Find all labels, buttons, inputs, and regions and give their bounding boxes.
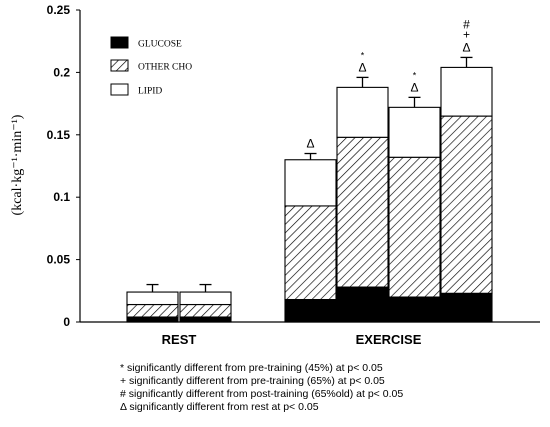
footnotes: * significantly different from pre-train… bbox=[120, 362, 403, 414]
y-axis-label: (kcal·kg⁻¹·min⁻¹) bbox=[10, 114, 25, 215]
bar-other-cho bbox=[179, 303, 232, 318]
footnote: Δ significantly different from rest at p… bbox=[120, 401, 319, 413]
bar-glucose bbox=[388, 296, 441, 323]
annotation-symbol: Δ bbox=[410, 80, 418, 94]
annotation-symbol: # bbox=[463, 17, 470, 31]
footnote: + significantly different from pre-train… bbox=[120, 375, 385, 387]
bar-other-cho bbox=[388, 156, 441, 298]
legend-label: LIPID bbox=[138, 87, 162, 97]
y-tick-label: 0.05 bbox=[47, 253, 71, 267]
y-ticks: 0 0.05 0.1 0.15 0.2 0.25 bbox=[47, 3, 80, 329]
legend-swatch bbox=[110, 59, 129, 72]
annotation-symbol: Δ bbox=[358, 60, 366, 74]
bar-lipid bbox=[179, 291, 232, 306]
bar-glucose bbox=[179, 316, 232, 323]
bar-glucose bbox=[284, 298, 337, 323]
group-labels: REST EXERCISE bbox=[162, 332, 422, 347]
legend: GLUCOSE OTHER CHO LIPID bbox=[110, 36, 192, 97]
legend-swatch bbox=[110, 36, 129, 49]
bar-glucose bbox=[126, 316, 179, 323]
footnote: * significantly different from pre-train… bbox=[120, 362, 383, 374]
y-tick-label: 0.2 bbox=[53, 65, 70, 79]
significance-annotations: ΔΔ*Δ*Δ+# bbox=[306, 17, 470, 150]
legend-swatch bbox=[110, 83, 129, 96]
stacked-bar-chart: 00.050.10.150.20.25 ΔΔ*Δ*Δ+# GLUCOSEOTHE… bbox=[10, 3, 540, 347]
annotation-symbol: + bbox=[463, 27, 470, 41]
y-tick-label: 0 bbox=[63, 315, 70, 329]
bar-other-cho bbox=[126, 303, 179, 318]
bar-other-cho bbox=[440, 115, 493, 294]
bar-lipid bbox=[440, 66, 493, 117]
bar-other-cho bbox=[284, 205, 337, 301]
bar-other-cho bbox=[336, 136, 389, 288]
bar-lipid bbox=[336, 86, 389, 138]
legend-label: GLUCOSE bbox=[138, 40, 182, 50]
bar-lipid bbox=[126, 291, 179, 306]
bar-lipid bbox=[284, 159, 337, 207]
annotation-symbol: * bbox=[413, 70, 417, 80]
footnote: # significantly different from post-trai… bbox=[120, 388, 404, 400]
error-bars bbox=[146, 56, 473, 293]
group-label: EXERCISE bbox=[356, 332, 422, 347]
annotation-symbol: Δ bbox=[462, 40, 470, 54]
annotation-symbol: Δ bbox=[306, 137, 314, 151]
bars bbox=[126, 66, 493, 323]
y-tick-label: 0.25 bbox=[47, 3, 71, 17]
legend-label: OTHER CHO bbox=[138, 63, 192, 73]
annotation-symbol: * bbox=[361, 50, 365, 60]
bar-glucose bbox=[440, 292, 493, 323]
bar-lipid bbox=[388, 106, 441, 158]
bar-glucose bbox=[336, 286, 389, 323]
y-tick-label: 0.1 bbox=[53, 190, 70, 204]
group-label: REST bbox=[162, 332, 197, 347]
y-tick-label: 0.15 bbox=[47, 128, 71, 142]
